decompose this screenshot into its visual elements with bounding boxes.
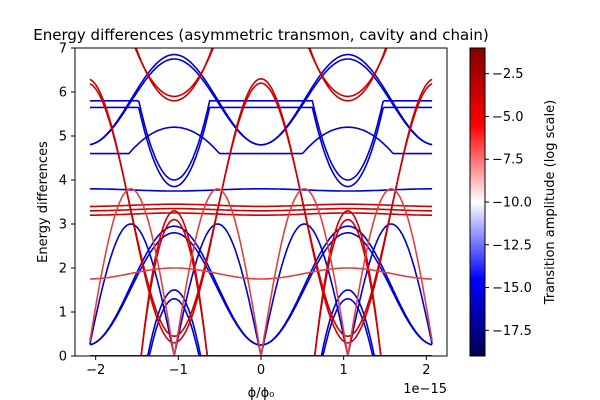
- colorbar-tick-label: −5.0: [492, 110, 524, 125]
- y-tick-label: 4: [59, 174, 67, 189]
- x-tick-label: 1: [340, 363, 348, 378]
- series-line-5: [89, 297, 433, 356]
- y-tick-label: 1: [59, 306, 67, 321]
- x-tick-label: 2: [422, 363, 430, 378]
- series-line-14: [89, 212, 433, 216]
- y-tick-label: 5: [59, 130, 67, 145]
- x-tick-label: −1: [169, 363, 188, 378]
- y-tick-label: 6: [59, 86, 67, 101]
- series-line-4: [89, 289, 433, 356]
- y-tick-label: 7: [59, 42, 67, 57]
- x-offset-text: 1e−15: [403, 382, 447, 397]
- series-layer: [89, 48, 433, 356]
- series-line-10: [89, 106, 433, 188]
- series-line-2: [89, 225, 433, 346]
- colorbar-label: Transition amplitude (log scale): [543, 100, 558, 305]
- x-axis: −2 −1 0 1 2: [86, 356, 430, 378]
- colorbar-tick-label: −2.5: [492, 67, 524, 82]
- colorbar-gradient: [469, 47, 486, 357]
- x-tick-label: −2: [86, 363, 105, 378]
- series-line-18: [89, 82, 433, 338]
- colorbar-tick-label: −10.0: [492, 196, 532, 211]
- y-axis-label: Energy differences: [36, 141, 51, 263]
- plot-frame: [74, 47, 448, 357]
- chart-title: Energy differences (asymmetric transmon,…: [33, 26, 488, 44]
- series-line-21: [89, 267, 433, 280]
- series-line-6: [89, 53, 433, 146]
- y-tick-label: 2: [59, 262, 67, 277]
- x-tick-label: 0: [257, 363, 265, 378]
- series-line-9: [89, 100, 433, 181]
- colorbar-ticks: −17.5 −15.0 −12.5 −10.0 −7.5 −5.0 −2.5: [485, 67, 532, 339]
- series-line-1: [89, 232, 433, 346]
- series-line-3: [89, 223, 433, 356]
- colorbar: −17.5 −15.0 −12.5 −10.0 −7.5 −5.0 −2.5 Transit…: [469, 47, 558, 357]
- series-line-12: [89, 203, 433, 208]
- y-axis: 0 1 2 3 4 5 6 7: [59, 42, 75, 365]
- series-line-22: [89, 187, 433, 356]
- series-line-17: [89, 77, 433, 344]
- x-axis-label: ϕ/ϕ₀: [248, 386, 275, 400]
- series-line-7: [89, 58, 433, 146]
- series-line-11: [89, 126, 433, 155]
- colorbar-tick-label: −7.5: [492, 153, 524, 168]
- y-tick-label: 0: [59, 350, 67, 365]
- series-line-13: [89, 207, 433, 212]
- y-tick-label: 3: [59, 218, 67, 233]
- series-line-8: [89, 188, 433, 192]
- colorbar-tick-label: −12.5: [492, 238, 532, 253]
- colorbar-tick-label: −17.5: [492, 324, 532, 339]
- colorbar-tick-label: −15.0: [492, 281, 532, 296]
- series-line-20: [135, 48, 387, 102]
- plot-area: −2 −1 0 1 2 0 1 2 3 4 5 6 7: [59, 42, 448, 378]
- series-line-16: [89, 218, 433, 356]
